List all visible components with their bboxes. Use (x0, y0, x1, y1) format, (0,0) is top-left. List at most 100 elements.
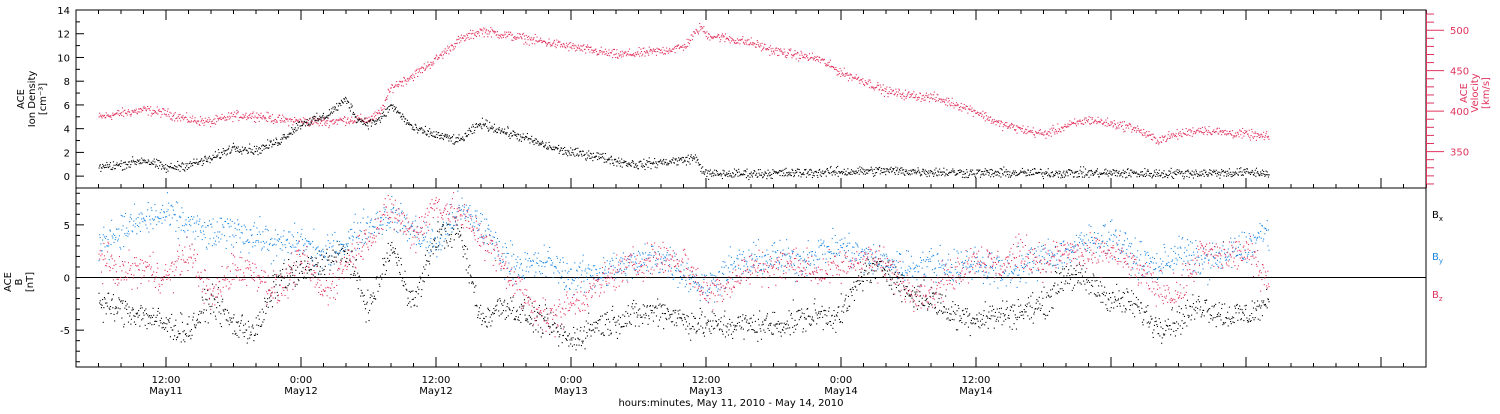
velocity-series-point (936, 100, 937, 101)
bx-series-point (186, 333, 187, 334)
velocity-series-point (964, 107, 965, 108)
velocity-series-point (996, 124, 997, 125)
bx-series-point (103, 307, 104, 308)
velocity-series-point (292, 119, 293, 120)
velocity-series-point (425, 69, 426, 70)
ion-density-series-point (238, 146, 239, 147)
bx-series-point (298, 280, 299, 281)
bx-series-point (271, 300, 272, 301)
velocity-series-point (232, 116, 233, 117)
bx-series-point (391, 242, 392, 243)
bx-series-point (375, 299, 376, 300)
bx-series-point (256, 317, 257, 318)
ion-density-series-point (739, 172, 740, 173)
velocity-series-point (605, 49, 606, 50)
velocity-series-point (1236, 135, 1237, 136)
velocity-series-point (1191, 132, 1192, 133)
bx-series-point (249, 326, 250, 327)
bx-series-point (507, 303, 508, 304)
ion-density-series-point (1148, 171, 1149, 172)
ion-density-series-point (1252, 170, 1253, 171)
velocity-series-point (649, 51, 650, 52)
ion-density-series-point (176, 169, 177, 170)
bx-series-point (231, 322, 232, 323)
ion-density-series-point (635, 164, 636, 165)
ion-density-series-point (610, 157, 611, 158)
velocity-series-point (656, 55, 657, 56)
velocity-series-point (1251, 135, 1252, 136)
velocity-series-point (373, 113, 374, 114)
bx-series-point (175, 325, 176, 326)
ion-density-series-point (909, 170, 910, 171)
ion-density-series-point (1182, 176, 1183, 177)
bx-series-point (141, 305, 142, 306)
velocity-series-point (195, 121, 196, 122)
ion-density-series-point (773, 173, 774, 174)
ion-density-series-point (793, 176, 794, 177)
ion-density-series-point (232, 147, 233, 148)
velocity-series-point (1030, 130, 1031, 131)
velocity-series-point (730, 42, 731, 43)
velocity-series-point (1026, 129, 1027, 130)
ion-density-series-point (958, 170, 959, 171)
velocity-series-point (725, 33, 726, 34)
ion-density-series-point (579, 155, 580, 156)
velocity-series-point (1144, 135, 1145, 136)
bx-series-point (283, 277, 284, 278)
velocity-series-point (804, 54, 805, 55)
bx-series-point (461, 227, 462, 228)
velocity-series-point (606, 53, 607, 54)
velocity-series-point (279, 115, 280, 116)
velocity-series-point (149, 108, 150, 109)
velocity-series-point (695, 33, 696, 34)
bx-series-point (216, 307, 217, 308)
velocity-series-point (201, 120, 202, 121)
velocity-series-point (693, 36, 694, 37)
velocity-series-point (126, 113, 127, 114)
ion-density-series-point (708, 170, 709, 171)
velocity-series-point (1009, 125, 1010, 126)
velocity-series-point (351, 117, 352, 118)
velocity-series-point (844, 68, 845, 69)
bx-series-point (373, 298, 374, 299)
velocity-series-point (1177, 139, 1178, 140)
bx-series-point (394, 251, 395, 252)
velocity-series-point (1221, 131, 1222, 132)
velocity-series-point (1260, 134, 1261, 135)
bx-series-point (436, 247, 437, 248)
ion-density-series-point (403, 116, 404, 117)
ion-density-series-point (1239, 168, 1240, 169)
ion-density-series-point (1125, 177, 1126, 178)
velocity-series-point (924, 100, 925, 101)
velocity-series-point (535, 34, 536, 35)
velocity-series-point (1006, 122, 1007, 123)
velocity-series-point (1241, 131, 1242, 132)
bx-series-point (275, 298, 276, 299)
velocity-series-point (1265, 135, 1266, 136)
bx-series-point (126, 309, 127, 310)
ion-density-series-point (795, 173, 796, 174)
ion-density-series-point (1173, 178, 1174, 179)
ion-density-series-point (493, 127, 494, 128)
ion-density-series-point (273, 140, 274, 141)
ion-density-series-point (957, 173, 958, 174)
ion-density-series-point (1026, 175, 1027, 176)
velocity-series-point (141, 111, 142, 112)
ion-density-series-point (1126, 172, 1127, 173)
ion-density-series-point (909, 173, 910, 174)
ion-density-series-point (577, 154, 578, 155)
ion-density-series-point (193, 159, 194, 160)
velocity-series-point (253, 112, 254, 113)
ion-density-series-point (547, 147, 548, 148)
bx-series-point (459, 237, 460, 238)
ion-density-series-point (999, 175, 1000, 176)
ion-density-series-point (994, 173, 995, 174)
ion-density-series-point (1129, 173, 1130, 174)
ion-density-series-point (998, 172, 999, 173)
bx-series-point (142, 307, 143, 308)
ion-density-series-point (411, 125, 412, 126)
ion-density-series-point (1108, 176, 1109, 177)
bx-series-point (368, 312, 369, 313)
bx-series-point (475, 305, 476, 306)
ion-density-series-point (536, 139, 537, 140)
